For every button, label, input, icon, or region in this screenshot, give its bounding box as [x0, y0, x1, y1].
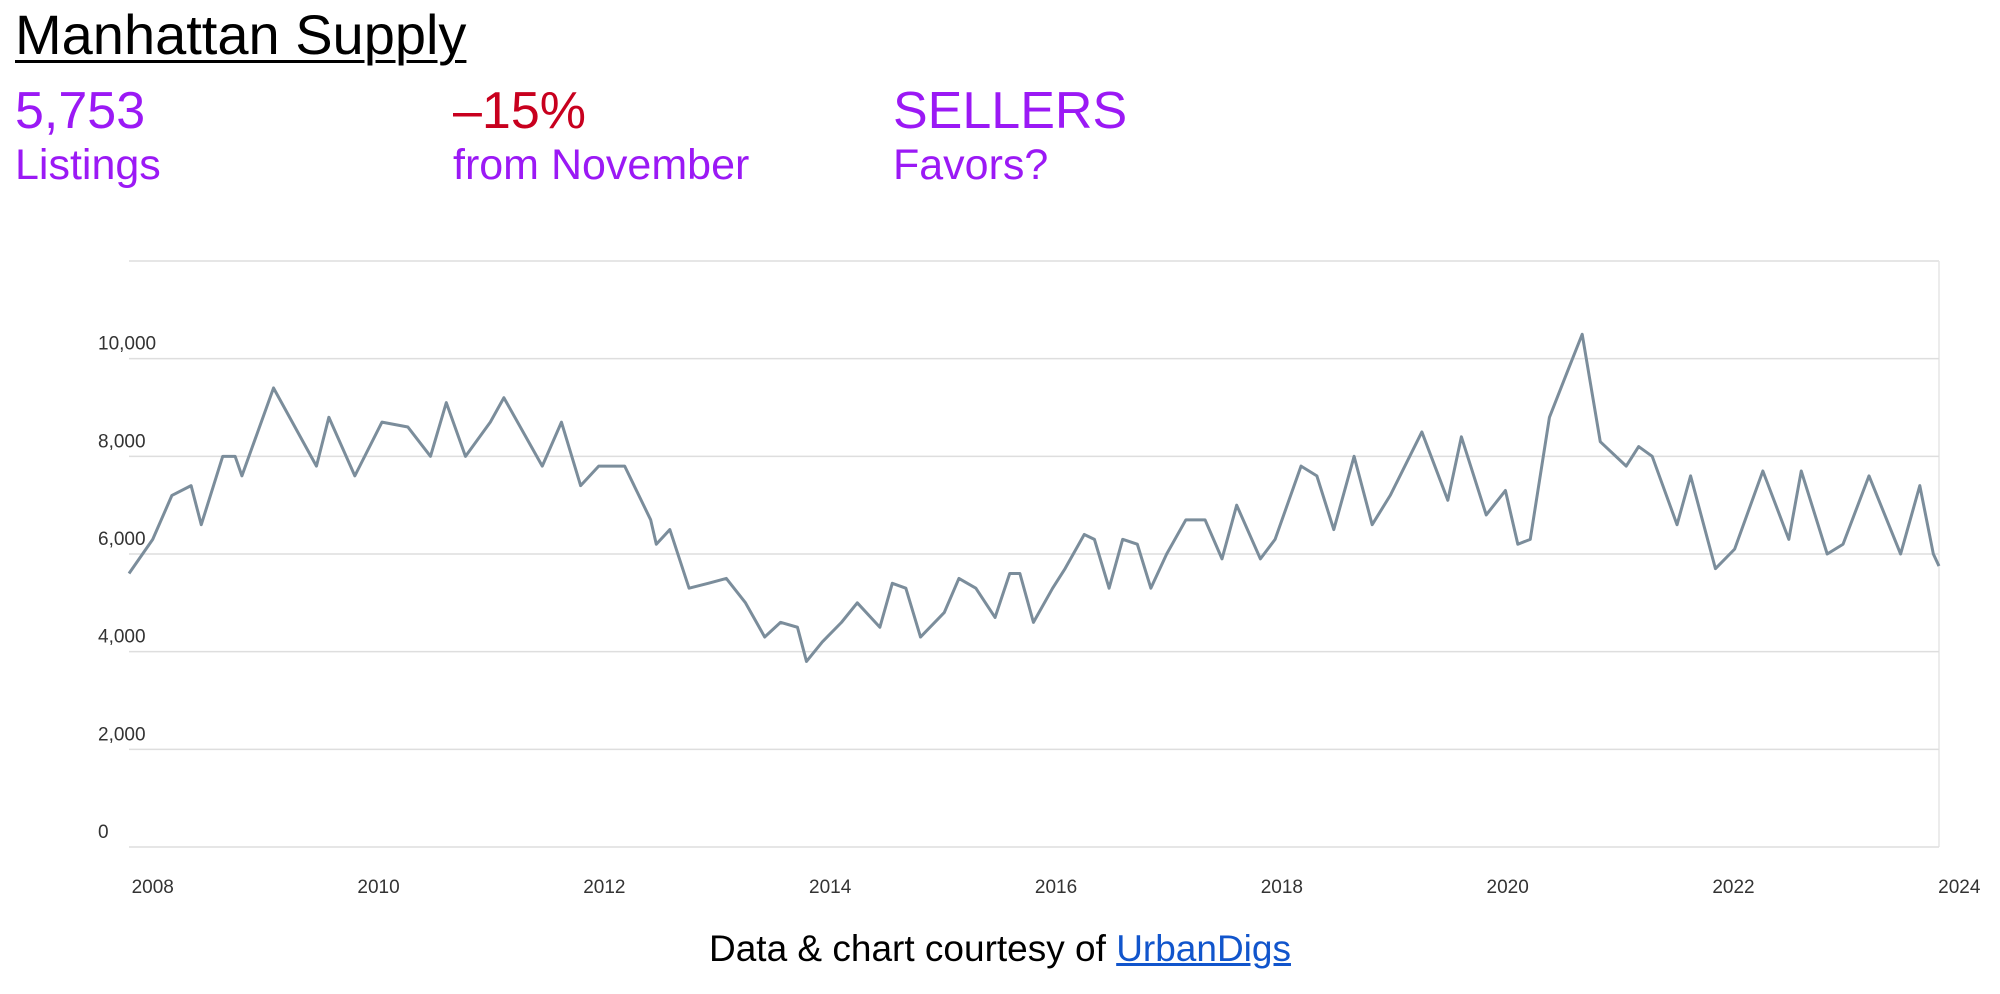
x-tick-label: 2024	[1938, 877, 1981, 898]
x-tick-label: 2018	[1261, 877, 1303, 898]
stat: SELLERS Favors?	[893, 82, 1127, 190]
y-tick-label: 4,000	[98, 627, 146, 648]
stat: 5,753 Listings	[15, 82, 161, 190]
stat-value: SELLERS	[893, 82, 1128, 140]
y-tick-label: 0	[98, 822, 109, 843]
stat-label: Favors?	[893, 141, 1049, 189]
x-tick-label: 2008	[132, 877, 174, 898]
stat-value: –15%	[453, 82, 586, 140]
stat-label: Listings	[15, 141, 161, 189]
chart: 0 2,000 4,000 6,000 8,000 10,000 2008 2010 2012 2…	[98, 260, 1981, 898]
x-tick-label: 2012	[583, 877, 625, 898]
footer: Data & chart courtesy of UrbanDigs	[0, 928, 2000, 970]
x-tick-label: 2020	[1487, 877, 1529, 898]
y-tick-label: 6,000	[98, 529, 146, 550]
x-tick-label: 2010	[357, 877, 399, 898]
y-tick-label: 10,000	[98, 334, 156, 355]
y-tick-label: 8,000	[98, 431, 146, 452]
stat-value: 5,753	[15, 82, 146, 140]
data-line	[127, 332, 1941, 663]
footer-text: Data & chart courtesy of	[709, 928, 1106, 969]
source-link[interactable]: UrbanDigs	[1116, 928, 1291, 969]
page-title: Manhattan Supply	[15, 3, 467, 66]
y-tick-label: 2,000	[98, 724, 146, 745]
x-tick-label: 2016	[1035, 877, 1077, 898]
x-tick-label: 2014	[809, 877, 852, 898]
x-tick-label: 2022	[1712, 877, 1754, 898]
stat: –15% from November	[453, 82, 749, 190]
stat-label: from November	[453, 141, 750, 189]
